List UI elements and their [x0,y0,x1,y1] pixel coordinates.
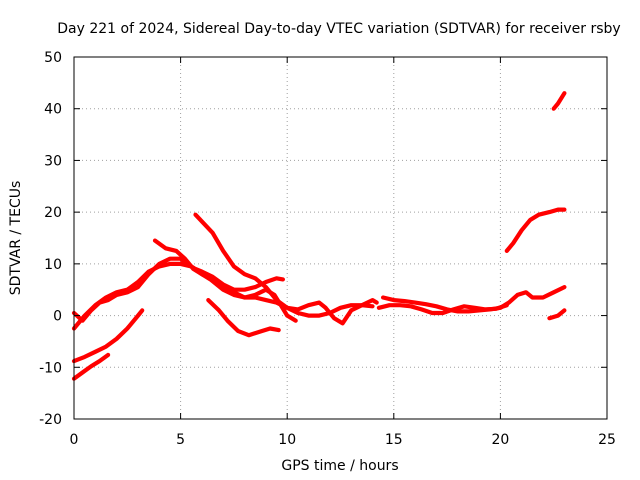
y-tick-label: 40 [44,102,62,118]
y-tick-label: 30 [44,153,62,169]
plot-frame [73,56,608,420]
y-axis-label: SDTVAR / TECUs [8,181,24,296]
data-series-track-11 [547,308,567,321]
x-tick-label: 25 [598,432,616,448]
y-tick-label: 20 [44,205,62,221]
y-tick-label: -20 [39,412,62,428]
x-tick-label: 10 [278,432,296,448]
data-series-track-1 [71,352,111,381]
data-series-track-2 [71,308,145,364]
y-tick-label: -10 [39,360,62,376]
x-tick-label: 15 [385,432,403,448]
data-series-track-12 [551,91,567,111]
data-series-track-9 [376,303,509,316]
chart-title: Day 221 of 2024, Sidereal Day-to-day VTE… [57,21,620,37]
x-axis-label: GPS time / hours [281,458,398,474]
y-tick-label: 50 [44,50,62,66]
y-tick-label: 0 [53,309,62,325]
x-tick-label: 20 [491,432,509,448]
x-tick-label: 5 [176,432,185,448]
tick-layer: 0 5 10 15 20 25 -20 -10 0 10 20 30 40 50 [39,50,616,448]
data-series-track-7 [206,298,281,338]
data-series-track-10 [504,207,567,253]
x-tick-label: 0 [70,432,79,448]
y-tick-label: 10 [44,257,62,273]
data-series-track-4 [71,256,285,323]
series-layer [71,91,567,381]
data-series-track-6 [193,212,379,326]
